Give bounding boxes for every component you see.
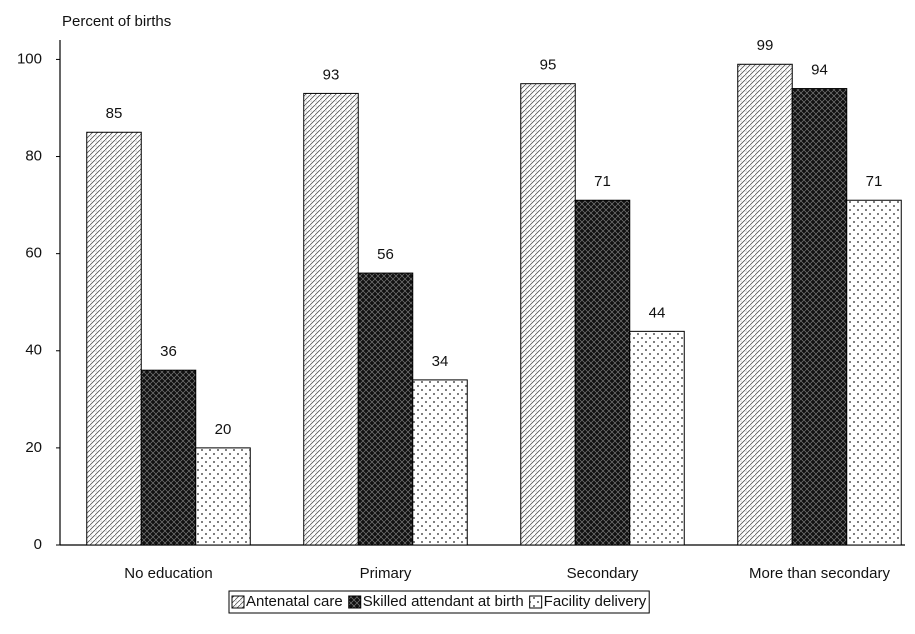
bar	[303, 92, 359, 546]
y-tick-label: 60	[25, 245, 42, 262]
x-tick-label: No education	[124, 565, 212, 582]
y-tick-label: 40	[25, 342, 42, 359]
y-axis-title: Percent of births	[62, 13, 171, 30]
bar	[737, 63, 793, 546]
legend-label: Facility delivery	[544, 593, 647, 610]
bar	[520, 83, 576, 546]
value-label: 85	[106, 105, 123, 122]
legend-swatch	[529, 595, 543, 609]
legend-label: Skilled attendant at birth	[363, 593, 524, 610]
value-label: 56	[377, 246, 394, 263]
value-label: 93	[323, 66, 340, 83]
legend: Antenatal care Skilled attendant at birth…	[228, 590, 650, 614]
x-tick-label: Primary	[360, 565, 412, 582]
bar	[791, 88, 848, 546]
x-tick-label: Secondary	[567, 565, 639, 582]
legend-swatch	[231, 595, 245, 609]
value-label: 71	[594, 173, 611, 190]
value-label: 99	[757, 37, 774, 54]
value-label: 95	[540, 57, 557, 74]
value-label: 44	[649, 304, 666, 321]
bar	[629, 330, 685, 546]
value-label: 94	[811, 62, 828, 79]
bar	[140, 369, 197, 546]
x-tick-label: More than secondary	[749, 565, 890, 582]
y-tick-label: 0	[34, 536, 42, 553]
y-tick-label: 80	[25, 148, 42, 165]
value-label: 20	[215, 421, 232, 438]
bar	[574, 199, 631, 546]
value-label: 34	[432, 353, 449, 370]
value-label: 36	[160, 343, 177, 360]
bar	[357, 272, 414, 546]
value-label: 71	[866, 173, 883, 190]
bar	[86, 131, 142, 546]
y-tick-label: 100	[17, 50, 42, 67]
legend-swatch	[348, 595, 362, 609]
bar	[412, 379, 468, 546]
legend-label: Antenatal care	[246, 593, 343, 610]
bar	[846, 199, 902, 546]
bar	[195, 447, 251, 546]
legend-box	[228, 590, 650, 614]
y-tick-label: 20	[25, 439, 42, 456]
